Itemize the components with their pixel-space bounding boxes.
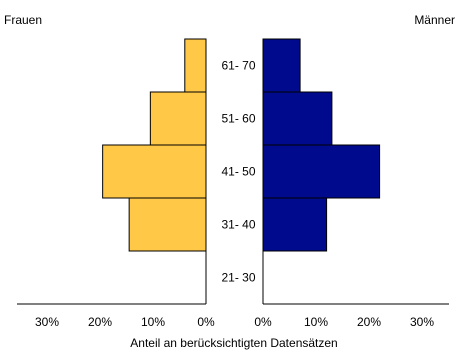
- category-label: 31- 40: [221, 218, 255, 232]
- category-label: 41- 50: [221, 165, 255, 179]
- bar-maenner-61-70: [262, 38, 301, 93]
- bar-frauen-51-60: [149, 91, 207, 146]
- bar-frauen-31-40: [128, 197, 207, 252]
- tick-label-left: 30%: [35, 315, 59, 329]
- tick-label-left: 10%: [141, 315, 165, 329]
- tick-labels-group: 30% 20% 10% 0% 0% 10% 20% 30%: [35, 315, 434, 329]
- tick-label-left: 0%: [197, 315, 215, 329]
- category-label: 51- 60: [221, 112, 255, 126]
- category-label: 61- 70: [221, 59, 255, 73]
- bar-frauen-61-70: [184, 38, 207, 93]
- bar-maenner-41-50: [262, 144, 381, 199]
- bar-frauen-41-50: [102, 144, 207, 199]
- axes-group: [17, 39, 449, 305]
- tick-label-right: 0%: [254, 315, 272, 329]
- category-labels-group: 21- 30 31- 40 41- 50 51- 60 61- 70: [221, 59, 255, 285]
- category-label: 21- 30: [221, 271, 255, 285]
- bar-maenner-31-40: [262, 197, 328, 252]
- tick-label-right: 10%: [304, 315, 328, 329]
- bar-maenner-51-60: [262, 91, 333, 146]
- left-bars-group: [102, 38, 207, 252]
- tick-label-right: 30%: [410, 315, 434, 329]
- x-axis-title: Anteil an berücksichtigten Datensätzen: [130, 336, 337, 350]
- left-series-title: Frauen: [4, 13, 42, 27]
- right-series-title: Männer: [414, 13, 455, 27]
- tick-label-left: 20%: [88, 315, 112, 329]
- tick-label-right: 20%: [357, 315, 381, 329]
- right-bars-group: [262, 38, 381, 252]
